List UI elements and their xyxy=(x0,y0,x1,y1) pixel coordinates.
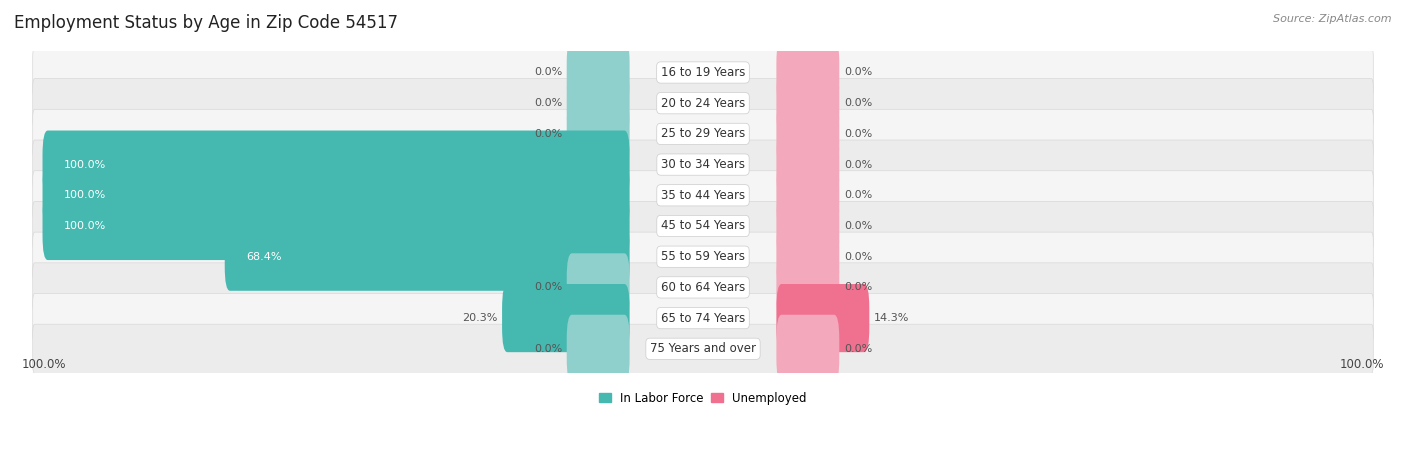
FancyBboxPatch shape xyxy=(32,324,1374,374)
Text: 68.4%: 68.4% xyxy=(246,252,281,262)
FancyBboxPatch shape xyxy=(776,253,839,321)
FancyBboxPatch shape xyxy=(502,284,630,352)
Text: 65 to 74 Years: 65 to 74 Years xyxy=(661,311,745,324)
Text: 20 to 24 Years: 20 to 24 Years xyxy=(661,97,745,110)
Text: 35 to 44 Years: 35 to 44 Years xyxy=(661,189,745,202)
Text: 0.0%: 0.0% xyxy=(534,68,562,77)
FancyBboxPatch shape xyxy=(776,223,839,291)
Text: 20.3%: 20.3% xyxy=(463,313,498,323)
FancyBboxPatch shape xyxy=(225,223,630,291)
FancyBboxPatch shape xyxy=(776,38,839,107)
Text: 100.0%: 100.0% xyxy=(1340,358,1385,371)
Text: 0.0%: 0.0% xyxy=(844,160,872,170)
FancyBboxPatch shape xyxy=(776,284,869,352)
Text: 0.0%: 0.0% xyxy=(844,68,872,77)
FancyBboxPatch shape xyxy=(567,253,630,321)
Text: 25 to 29 Years: 25 to 29 Years xyxy=(661,127,745,140)
Text: 0.0%: 0.0% xyxy=(534,129,562,139)
Text: 0.0%: 0.0% xyxy=(844,98,872,108)
FancyBboxPatch shape xyxy=(32,202,1374,251)
FancyBboxPatch shape xyxy=(567,69,630,137)
FancyBboxPatch shape xyxy=(32,79,1374,128)
FancyBboxPatch shape xyxy=(32,109,1374,158)
FancyBboxPatch shape xyxy=(776,100,839,168)
FancyBboxPatch shape xyxy=(776,69,839,137)
Text: 60 to 64 Years: 60 to 64 Years xyxy=(661,281,745,294)
Legend: In Labor Force, Unemployed: In Labor Force, Unemployed xyxy=(595,387,811,410)
FancyBboxPatch shape xyxy=(32,263,1374,312)
Text: 0.0%: 0.0% xyxy=(844,129,872,139)
Text: 0.0%: 0.0% xyxy=(534,283,562,293)
FancyBboxPatch shape xyxy=(32,171,1374,220)
Text: 45 to 54 Years: 45 to 54 Years xyxy=(661,220,745,233)
FancyBboxPatch shape xyxy=(776,130,839,198)
FancyBboxPatch shape xyxy=(567,315,630,383)
Text: Source: ZipAtlas.com: Source: ZipAtlas.com xyxy=(1274,14,1392,23)
Text: 100.0%: 100.0% xyxy=(65,221,107,231)
Text: Employment Status by Age in Zip Code 54517: Employment Status by Age in Zip Code 545… xyxy=(14,14,398,32)
Text: 0.0%: 0.0% xyxy=(844,252,872,262)
Text: 0.0%: 0.0% xyxy=(844,190,872,200)
Text: 30 to 34 Years: 30 to 34 Years xyxy=(661,158,745,171)
FancyBboxPatch shape xyxy=(32,140,1374,189)
FancyBboxPatch shape xyxy=(32,232,1374,281)
Text: 0.0%: 0.0% xyxy=(534,98,562,108)
Text: 100.0%: 100.0% xyxy=(65,190,107,200)
Text: 75 Years and over: 75 Years and over xyxy=(650,342,756,356)
FancyBboxPatch shape xyxy=(776,315,839,383)
Text: 0.0%: 0.0% xyxy=(844,221,872,231)
Text: 14.3%: 14.3% xyxy=(875,313,910,323)
FancyBboxPatch shape xyxy=(42,161,630,230)
FancyBboxPatch shape xyxy=(32,293,1374,342)
FancyBboxPatch shape xyxy=(776,161,839,230)
Text: 55 to 59 Years: 55 to 59 Years xyxy=(661,250,745,263)
FancyBboxPatch shape xyxy=(42,192,630,260)
FancyBboxPatch shape xyxy=(32,48,1374,97)
FancyBboxPatch shape xyxy=(42,130,630,198)
Text: 0.0%: 0.0% xyxy=(844,283,872,293)
Text: 100.0%: 100.0% xyxy=(21,358,66,371)
Text: 0.0%: 0.0% xyxy=(534,344,562,354)
Text: 16 to 19 Years: 16 to 19 Years xyxy=(661,66,745,79)
FancyBboxPatch shape xyxy=(776,192,839,260)
Text: 0.0%: 0.0% xyxy=(844,344,872,354)
FancyBboxPatch shape xyxy=(567,38,630,107)
Text: 100.0%: 100.0% xyxy=(65,160,107,170)
FancyBboxPatch shape xyxy=(567,100,630,168)
